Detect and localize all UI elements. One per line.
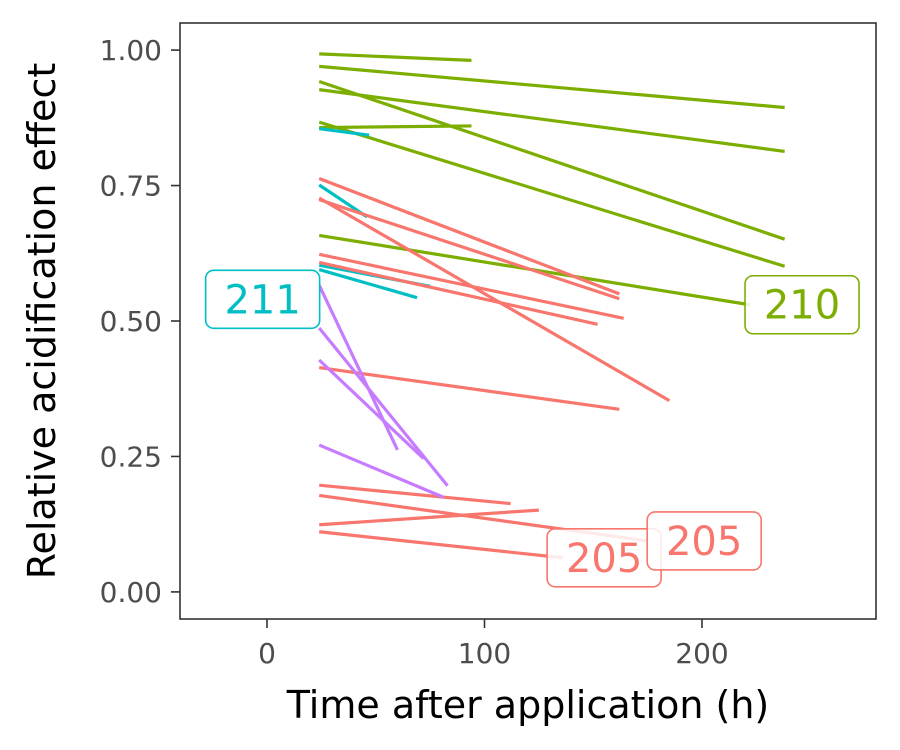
series-210-line <box>318 80 786 241</box>
x-axis: 0 100 200 <box>258 619 729 670</box>
series-other-line <box>318 358 425 460</box>
x-tick-label: 0 <box>258 637 276 670</box>
series-label: 210 <box>744 274 860 335</box>
series-other-line <box>318 443 444 499</box>
series-label: 205 <box>646 511 762 571</box>
series-label-box <box>646 511 762 571</box>
series-211-line <box>318 127 370 137</box>
y-axis-title: Relative acidification effect <box>20 63 64 579</box>
series-210-line <box>318 120 786 268</box>
series-label-box <box>744 274 860 335</box>
y-tick-label: 0.75 <box>100 170 162 203</box>
series-205-line <box>319 483 511 506</box>
series-205-line <box>318 366 620 411</box>
y-axis: 0.00 0.25 0.50 0.75 1.00 <box>100 34 180 609</box>
y-tick-label: 1.00 <box>100 34 162 67</box>
series-label-text: 210 <box>764 283 840 329</box>
series-labels: 211 210 205 205 <box>204 269 860 588</box>
y-tick-label: 0.25 <box>100 440 162 473</box>
y-tick-label: 0.50 <box>100 305 162 338</box>
series-210-line <box>319 52 472 62</box>
series-label-text: 205 <box>566 536 642 582</box>
series-205-line <box>318 196 671 403</box>
series-other-line <box>317 327 449 487</box>
series-210-line <box>319 124 472 130</box>
series-210-line <box>318 88 785 153</box>
series-label: 205 <box>546 527 662 588</box>
panel-border <box>179 22 877 620</box>
series-label-text: 205 <box>666 519 742 565</box>
series-210-line <box>319 64 785 110</box>
x-tick-label: 200 <box>675 637 728 670</box>
y-tick-label: 0.00 <box>100 576 162 609</box>
series-label-box <box>204 269 321 330</box>
series-211-line <box>318 267 418 300</box>
series-label-text: 211 <box>224 277 300 323</box>
series-205-line <box>318 252 625 320</box>
x-axis-title: Time after application (h) <box>286 683 769 727</box>
series-label: 211 <box>204 269 321 330</box>
series-lines <box>317 52 786 560</box>
series-205-line <box>319 530 563 560</box>
series-205-line <box>318 260 598 326</box>
series-205-line <box>319 508 539 527</box>
series-205-line <box>318 198 620 301</box>
x-tick-label: 100 <box>458 637 511 670</box>
series-205-line <box>318 177 620 296</box>
